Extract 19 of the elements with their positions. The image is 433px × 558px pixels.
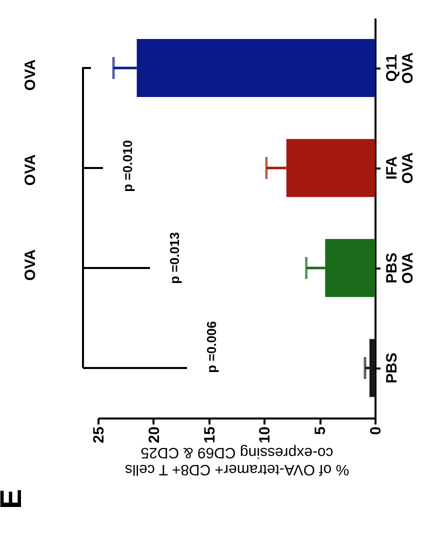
x-tick-label: 0 (368, 426, 384, 435)
y-tick-label: Q11 OVA (384, 52, 416, 84)
x-tick-label: 15 (201, 426, 218, 444)
x-axis-title: % of OVA-tetramer+ CD8+ T cells co-expressing CD69 & CD25 (124, 444, 350, 478)
annotation: p =0.013 (167, 232, 182, 284)
text: E (0, 488, 28, 510)
text: OVA (22, 249, 39, 281)
bar (369, 339, 375, 397)
y-tick-label: PBS OVA (384, 252, 416, 284)
x-tick-label: 5 (312, 426, 330, 435)
x-tick-label: 20 (146, 426, 163, 444)
text: OVA (22, 59, 39, 91)
annotation: p =0.010 (120, 140, 135, 192)
y-tick-label: IFA OVA (384, 152, 416, 184)
text: OVA (22, 154, 39, 186)
y-tick-label: PBS (384, 352, 400, 384)
annotation: p =0.006 (204, 321, 219, 373)
x-tick-label: 25 (90, 426, 108, 444)
x-tick-label: 10 (256, 426, 274, 444)
